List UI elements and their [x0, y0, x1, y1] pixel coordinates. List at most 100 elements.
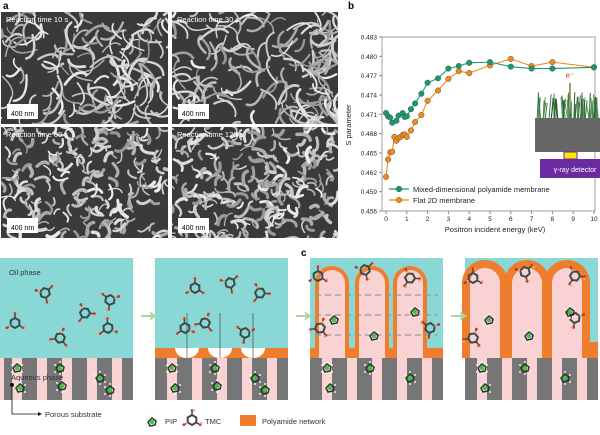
- benzene-ring: [253, 287, 267, 299]
- porous-substrate-block: [535, 118, 600, 152]
- chlorine-atom: [47, 300, 51, 304]
- nanofiber: [230, 218, 248, 227]
- y-tick-label: 0.480: [361, 54, 378, 61]
- nanofiber: [109, 59, 128, 68]
- chlorine-atom: [174, 330, 178, 334]
- nanofiber: [216, 192, 224, 205]
- nanofiber: [6, 158, 18, 166]
- nanofiber: [33, 175, 51, 182]
- data-point: [590, 64, 597, 71]
- nanofiber: [321, 12, 327, 16]
- nanofiber: [218, 12, 226, 15]
- tmc-molecule: [514, 264, 535, 283]
- chlorine-atom: [570, 269, 574, 272]
- nitrogen-atom: [57, 365, 63, 371]
- hydrogen-atom: [493, 316, 495, 318]
- hydrogen-atom: [374, 371, 376, 373]
- legend-marker-flat: [395, 196, 403, 204]
- nanofiber: [52, 151, 60, 166]
- hydrogen-atom: [484, 381, 486, 383]
- nanofiber: [217, 44, 227, 65]
- hydrogen-atom: [564, 315, 566, 317]
- hydrogen-atom: [574, 315, 576, 317]
- nanofiber: [257, 184, 268, 192]
- nanofiber: [151, 149, 163, 160]
- nanofiber: [47, 150, 63, 156]
- nanofiber: [10, 23, 26, 35]
- hydrogen-atom: [326, 361, 328, 363]
- pip-molecule: [324, 381, 336, 395]
- nanofiber: [144, 104, 152, 124]
- pip-ring: [524, 331, 534, 341]
- nitrogen-atom: [214, 383, 220, 389]
- nanofiber: [153, 19, 168, 32]
- data-point: [455, 63, 462, 70]
- nanofiber: [231, 120, 241, 124]
- nanofiber: [245, 47, 266, 72]
- nanofiber: [172, 134, 178, 142]
- nanofiber: [274, 105, 299, 124]
- nanofiber: [593, 96, 596, 119]
- bond: [404, 281, 408, 286]
- data-point: [528, 65, 535, 72]
- y-tick-label: 0.456: [361, 209, 378, 216]
- nanofiber: [285, 104, 313, 112]
- nanofiber: [567, 92, 571, 119]
- hydrogen-atom: [259, 374, 261, 376]
- nanofiber: [34, 208, 41, 219]
- hydrogen-atom: [524, 361, 526, 363]
- step-arrow: [141, 311, 157, 321]
- nanofiber: [76, 103, 95, 115]
- nanofiber: [79, 12, 93, 24]
- nanofiber: [129, 186, 140, 199]
- nanofiber: [226, 198, 242, 208]
- nanofiber: [80, 131, 89, 146]
- nanofiber: [109, 36, 116, 55]
- hydrogen-atom: [56, 389, 58, 391]
- nanofiber: [71, 199, 87, 208]
- tmc-molecule: [463, 267, 484, 285]
- nanofiber: [17, 130, 24, 142]
- hydrogen-atom: [179, 391, 181, 393]
- hydrogen-atom: [489, 391, 491, 393]
- hydrogen-atom: [523, 339, 525, 341]
- chlorine-atom: [318, 265, 322, 268]
- data-point: [418, 111, 425, 118]
- chlorine-atom: [194, 325, 197, 328]
- nanofiber: [306, 99, 324, 106]
- nanofiber: [1, 176, 17, 185]
- pore: [192, 358, 202, 400]
- hydrogen-atom: [16, 361, 18, 363]
- chlorine-atom: [52, 286, 55, 290]
- nanofiber: [73, 13, 84, 29]
- oxygen-atom: [206, 312, 210, 316]
- scale-bar: [7, 218, 38, 220]
- chlorine-atom: [185, 422, 188, 425]
- nanofiber: [97, 127, 107, 132]
- pip-ring: [405, 373, 415, 383]
- nanofiber: [97, 129, 109, 136]
- pip-molecule: [166, 361, 178, 375]
- nanofiber: [116, 151, 123, 164]
- nanofiber: [31, 107, 51, 124]
- hydrogen-atom: [378, 339, 380, 341]
- nitrogen-atom: [331, 317, 337, 323]
- nanofiber: [162, 12, 168, 17]
- step-arrow: [451, 311, 467, 321]
- tmc-molecule: [97, 317, 118, 335]
- nanofiber: [164, 17, 168, 49]
- hydrogen-atom: [488, 313, 490, 315]
- hydrogen-atom: [564, 308, 566, 310]
- hydrogen-atom: [54, 364, 56, 366]
- hydrogen-atom: [94, 381, 96, 383]
- nanofiber: [560, 97, 563, 119]
- nanofiber: [288, 53, 311, 67]
- benzene-ring: [39, 287, 51, 299]
- nanofiber: [72, 188, 88, 197]
- nanofiber: [60, 230, 67, 238]
- pore: [552, 358, 562, 400]
- nanofiber: [204, 127, 211, 135]
- x-axis-label: Positron incident energy (keV): [445, 225, 546, 234]
- x-tick-label: 7: [530, 216, 534, 223]
- nanofiber: [68, 102, 76, 118]
